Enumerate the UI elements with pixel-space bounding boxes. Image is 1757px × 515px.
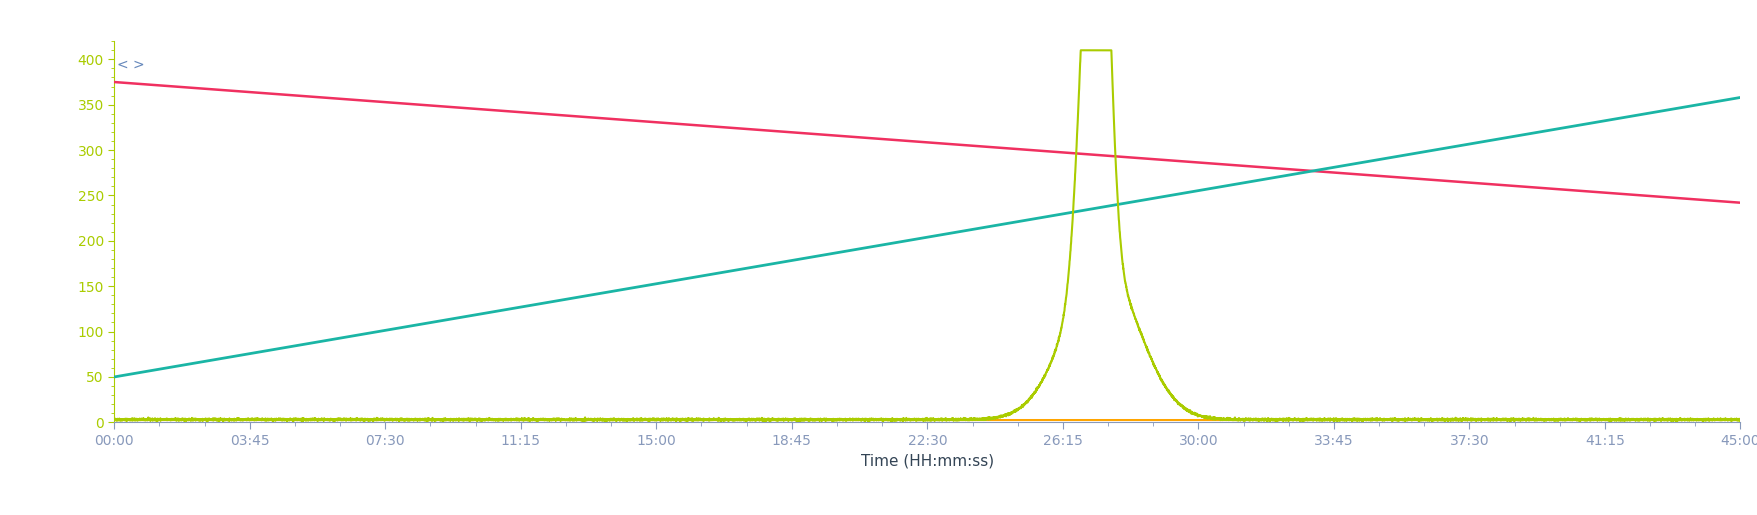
X-axis label: Time (HH:mm:ss): Time (HH:mm:ss): [861, 454, 993, 469]
Text: < >: < >: [118, 58, 144, 72]
